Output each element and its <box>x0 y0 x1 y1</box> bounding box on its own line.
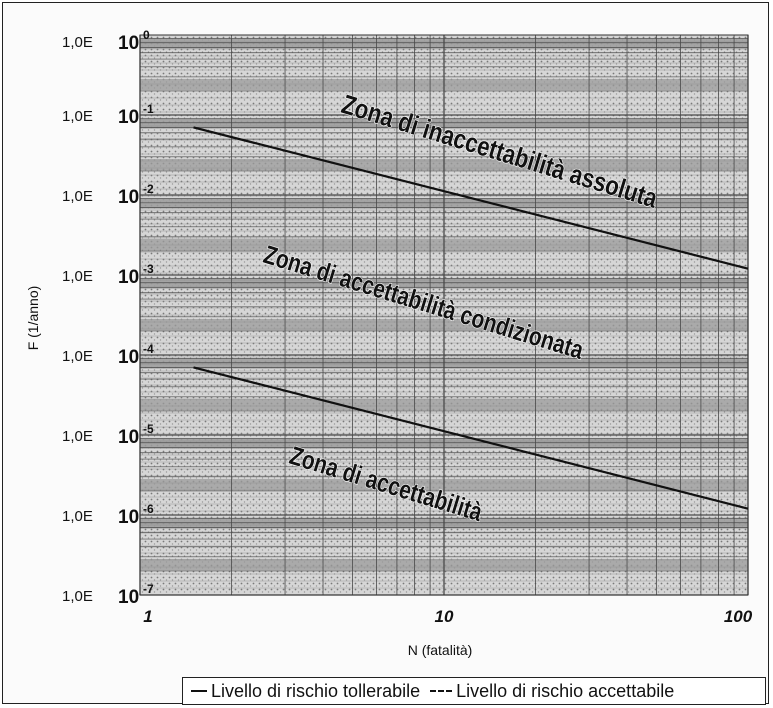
y-tick-exponent: -4 <box>143 342 154 356</box>
y-axis-label: F (1/anno) <box>25 286 41 351</box>
y-tick-base: 10 <box>118 267 139 288</box>
plot-border <box>139 34 749 596</box>
legend-item-tollerabile: Livello di rischio tollerabile <box>191 681 420 702</box>
series-line-tollerabile <box>193 126 749 270</box>
x-axis-label: N (fatalità) <box>408 642 473 658</box>
y-tick-prefix: 1,0E <box>62 108 93 125</box>
y-tick-exponent: -5 <box>143 422 154 436</box>
y-tick-prefix: 1,0E <box>62 268 93 285</box>
legend-label-tollerabile: Livello di rischio tollerabile <box>211 680 421 701</box>
y-tick-prefix: 1,0E <box>62 508 93 525</box>
y-tick-exponent: -7 <box>143 582 154 596</box>
y-tick-prefix: 1,0E <box>62 34 93 51</box>
legend-label-accettabile: Livello di rischio accettabile <box>456 680 675 701</box>
y-tick-base: 10 <box>118 187 139 208</box>
x-tick-label: 1 <box>143 607 152 626</box>
y-tick-base: 10 <box>118 587 139 608</box>
y-tick-prefix: 1,0E <box>62 428 93 445</box>
legend-line-dashed <box>430 690 453 692</box>
y-tick-base: 10 <box>118 33 139 54</box>
y-tick-exponent: 0 <box>143 28 150 42</box>
y-tick-prefix: 1,0E <box>62 188 93 205</box>
x-tick-label: 100 <box>724 607 753 626</box>
y-tick-exponent: -3 <box>143 262 154 276</box>
y-tick-base: 10 <box>118 107 139 128</box>
y-tick-base: 10 <box>118 427 139 448</box>
series-line-accettabile <box>193 366 749 510</box>
y-tick-prefix: 1,0E <box>62 588 93 605</box>
y-tick-exponent: -1 <box>143 102 154 116</box>
legend-item-accettabile: Livello di rischio accettabile <box>430 681 674 702</box>
chart-legend: Livello di rischio tollerabile Livello d… <box>182 677 766 705</box>
y-tick-base: 10 <box>118 507 139 528</box>
y-tick-prefix: 1,0E <box>62 348 93 365</box>
y-tick-base: 10 <box>118 347 139 368</box>
y-tick-exponent: -6 <box>143 502 154 516</box>
y-tick-exponent: -2 <box>143 182 154 196</box>
legend-line-solid <box>191 690 207 692</box>
x-tick-label: 10 <box>435 607 454 626</box>
